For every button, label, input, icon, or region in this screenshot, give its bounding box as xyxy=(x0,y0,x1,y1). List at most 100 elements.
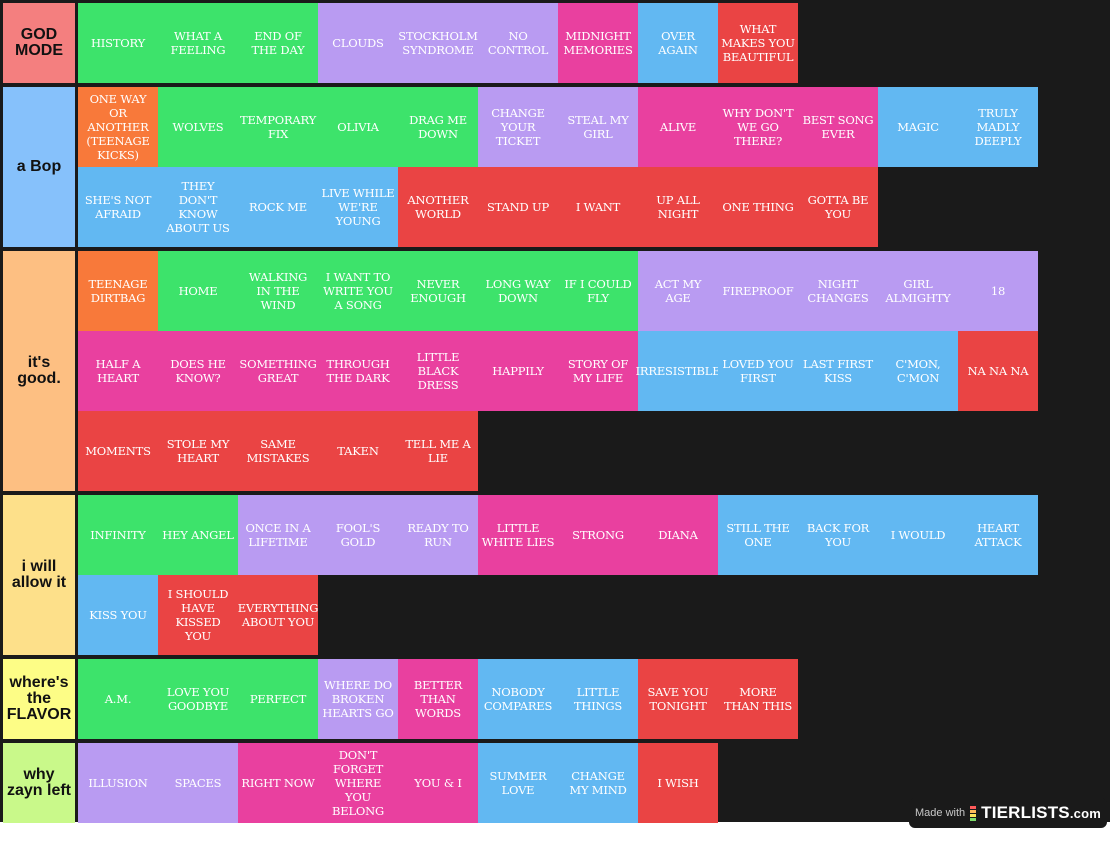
tier-item[interactable]: I WISH xyxy=(638,743,718,823)
tier-item[interactable]: DIANA xyxy=(638,495,718,575)
tier-item[interactable]: WHAT MAKES YOU BEAUTIFUL xyxy=(718,3,798,83)
tier-item[interactable]: WHAT A FEELING xyxy=(158,3,238,83)
tier-item[interactable]: I WANT xyxy=(558,167,638,247)
tier-item[interactable]: STOCKHOLM SYNDROME xyxy=(398,3,478,83)
tier-item[interactable]: WHY DON'T WE GO THERE? xyxy=(718,87,798,167)
tier-item[interactable]: LITTLE WHITE LIES xyxy=(478,495,558,575)
tier-item[interactable]: I WOULD xyxy=(878,495,958,575)
tier-item[interactable]: WHERE DO BROKEN HEARTS GO xyxy=(318,659,398,739)
tier-item[interactable]: FOOL'S GOLD xyxy=(318,495,398,575)
tier-item[interactable]: STEAL MY GIRL xyxy=(558,87,638,167)
tier-item[interactable]: NOBODY COMPARES xyxy=(478,659,558,739)
tier-item[interactable]: 18 xyxy=(958,251,1038,331)
tier-item[interactable]: KISS YOU xyxy=(78,575,158,655)
tier-item[interactable]: STAND UP xyxy=(478,167,558,247)
tier-item[interactable]: LIVE WHILE WE'RE YOUNG xyxy=(318,167,398,247)
tier-item[interactable]: ILLUSION xyxy=(78,743,158,823)
tier-item[interactable]: NA NA NA xyxy=(958,331,1038,411)
tier-item[interactable]: LOVED YOU FIRST xyxy=(718,331,798,411)
tier-label[interactable]: GOD MODE xyxy=(3,3,75,83)
tier-item[interactable]: EVERYTHING ABOUT YOU xyxy=(238,575,318,655)
tier-item[interactable]: DON'T FORGET WHERE YOU BELONG xyxy=(318,743,398,823)
tier-item[interactable]: TEENAGE DIRTBAG xyxy=(78,251,158,331)
tier-item[interactable]: HEY ANGEL xyxy=(158,495,238,575)
tier-item[interactable]: ANOTHER WORLD xyxy=(398,167,478,247)
tier-item[interactable]: HAPPILY xyxy=(478,331,558,411)
tier-item[interactable]: STOLE MY HEART xyxy=(158,411,238,491)
tier-item[interactable]: IRRESISTIBLE xyxy=(636,331,721,411)
tier-item[interactable]: LITTLE BLACK DRESS xyxy=(398,331,478,411)
tier-label[interactable]: why zayn left xyxy=(3,743,75,823)
tier-item[interactable]: SUMMER LOVE xyxy=(478,743,558,823)
tier-item[interactable]: TEMPORARY FIX xyxy=(238,87,318,167)
tier-item[interactable]: GIRL ALMIGHTY xyxy=(878,251,958,331)
tier-item[interactable]: HALF A HEART xyxy=(78,331,158,411)
tier-item[interactable]: HISTORY xyxy=(78,3,158,83)
tier-item[interactable]: YOU & I xyxy=(398,743,478,823)
tier-item[interactable]: FIREPROOF xyxy=(718,251,798,331)
tier-item[interactable]: INFINITY xyxy=(78,495,158,575)
tier-item[interactable]: READY TO RUN xyxy=(398,495,478,575)
tier-item[interactable]: WALKING IN THE WIND xyxy=(238,251,318,331)
tier-item[interactable]: OLIVIA xyxy=(318,87,398,167)
tier-item[interactable]: END OF THE DAY xyxy=(238,3,318,83)
tier-item[interactable]: C'MON, C'MON xyxy=(878,331,958,411)
tier-item[interactable]: IF I COULD FLY xyxy=(558,251,638,331)
tier-item[interactable]: BEST SONG EVER xyxy=(798,87,878,167)
tier-item[interactable]: ONE WAY OR ANOTHER (TEENAGE KICKS) xyxy=(78,87,158,167)
tier-item[interactable]: ALIVE xyxy=(638,87,718,167)
tier-item[interactable]: NIGHT CHANGES xyxy=(798,251,878,331)
tier-item[interactable]: TAKEN xyxy=(318,411,398,491)
tier-item[interactable]: CHANGE MY MIND xyxy=(558,743,638,823)
tier-item[interactable]: SPACES xyxy=(158,743,238,823)
tier-item[interactable]: HEART ATTACK xyxy=(958,495,1038,575)
tier-item[interactable]: MOMENTS xyxy=(78,411,158,491)
tier-item[interactable]: NEVER ENOUGH xyxy=(398,251,478,331)
tier-item[interactable]: MORE THAN THIS xyxy=(718,659,798,739)
tier-item[interactable]: THEY DON'T KNOW ABOUT US xyxy=(158,167,238,247)
tier-item[interactable]: MIDNIGHT MEMORIES xyxy=(558,3,638,83)
tier-item[interactable]: TRULY MADLY DEEPLY xyxy=(958,87,1038,167)
tier-item[interactable]: SOMETHING GREAT xyxy=(238,331,318,411)
tier-item[interactable]: I SHOULD HAVE KISSED YOU xyxy=(158,575,238,655)
tier-label[interactable]: a Bop xyxy=(3,87,75,247)
tier-item[interactable]: ONE THING xyxy=(718,167,798,247)
tier-item[interactable]: A.M. xyxy=(78,659,158,739)
tier-item[interactable]: LONG WAY DOWN xyxy=(478,251,558,331)
tier-label[interactable]: it's good. xyxy=(3,251,75,491)
tier-item[interactable]: OVER AGAIN xyxy=(638,3,718,83)
tier-item[interactable]: HOME xyxy=(158,251,238,331)
tier-item[interactable]: RIGHT NOW xyxy=(238,743,318,823)
tier-item[interactable]: DOES HE KNOW? xyxy=(158,331,238,411)
tier-item[interactable]: SHE'S NOT AFRAID xyxy=(78,167,158,247)
tier-label[interactable]: i will allow it xyxy=(3,495,75,655)
tier-item[interactable]: UP ALL NIGHT xyxy=(638,167,718,247)
tier-item[interactable]: GOTTA BE YOU xyxy=(798,167,878,247)
tier-item[interactable]: I WANT TO WRITE YOU A SONG xyxy=(318,251,398,331)
tier-item[interactable]: CHANGE YOUR TICKET xyxy=(478,87,558,167)
tier-item[interactable]: CLOUDS xyxy=(318,3,398,83)
tier-item[interactable]: PERFECT xyxy=(238,659,318,739)
tier-item-label: HALF A HEART xyxy=(95,357,141,385)
tier-item[interactable]: LAST FIRST KISS xyxy=(798,331,878,411)
tier-item[interactable]: ROCK ME xyxy=(238,167,318,247)
tier-item[interactable]: STORY OF MY LIFE xyxy=(558,331,638,411)
tier-item[interactable]: SAVE YOU TONIGHT xyxy=(638,659,718,739)
tier-item[interactable]: DRAG ME DOWN xyxy=(398,87,478,167)
tier-item[interactable]: NO CONTROL xyxy=(478,3,558,83)
tier-item[interactable]: LOVE YOU GOODBYE xyxy=(158,659,238,739)
tier-label[interactable]: where's the FLAVOR xyxy=(3,659,75,739)
tier-item[interactable]: BETTER THAN WORDS xyxy=(398,659,478,739)
tier-item[interactable]: STRONG xyxy=(558,495,638,575)
tier-item[interactable]: LITTLE THINGS xyxy=(558,659,638,739)
tier-item-label: RIGHT NOW xyxy=(241,776,315,790)
tier-item[interactable]: MAGIC xyxy=(878,87,958,167)
tier-item[interactable]: WOLVES xyxy=(158,87,238,167)
tier-item[interactable]: STILL THE ONE xyxy=(718,495,798,575)
tier-item[interactable]: ONCE IN A LIFETIME xyxy=(238,495,318,575)
tier-item[interactable]: ACT MY AGE xyxy=(638,251,718,331)
tier-item[interactable]: THROUGH THE DARK xyxy=(318,331,398,411)
tier-item[interactable]: TELL ME A LIE xyxy=(398,411,478,491)
tier-item[interactable]: SAME MISTAKES xyxy=(238,411,318,491)
tier-item[interactable]: BACK FOR YOU xyxy=(798,495,878,575)
